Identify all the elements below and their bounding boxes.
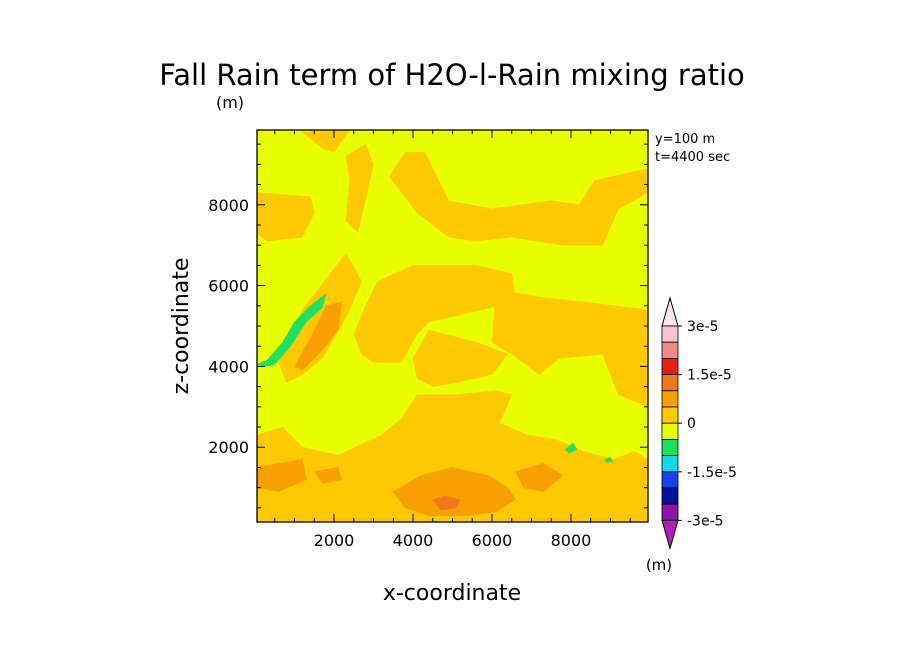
- colorbar-level: [661, 503, 679, 521]
- colorbar: 3e-5 1.5e-5 0 -1.5e-5 -3e-5: [661, 296, 737, 551]
- x-tick-label: 4000: [393, 531, 434, 550]
- contour-region-0: [257, 192, 315, 242]
- x-tick-label: 2000: [314, 531, 355, 550]
- y-tick-label: 2000: [208, 438, 249, 457]
- x-axis-label: x-coordinate: [383, 581, 521, 606]
- colorbar-tick-label: 0: [687, 416, 696, 432]
- colorbar-tick-label: -1.5e-5: [687, 465, 737, 481]
- contour-region-15: [257, 293, 327, 367]
- contour-region-14: [432, 495, 461, 511]
- contour-region-4: [353, 265, 516, 363]
- colorbar-level: [661, 422, 679, 440]
- colorbar-level: [661, 487, 679, 505]
- colorbar-level: [661, 438, 679, 456]
- colorbar-over-triangle: [661, 296, 679, 327]
- y-tick-label: 4000: [208, 357, 249, 376]
- plot-area: 2000 4000 6000 8000 2000 4000 6000 8000: [208, 129, 649, 550]
- contour-region-16: [564, 442, 578, 454]
- colorbar-level: [661, 471, 679, 489]
- y-tick-label: 6000: [208, 277, 249, 296]
- annotation-y: y=100 m: [655, 132, 715, 147]
- contour-region-3: [389, 151, 648, 246]
- colorbar-level: [661, 374, 679, 392]
- colorbar-level: [661, 406, 679, 424]
- colorbar-under-triangle: [661, 519, 679, 551]
- title-unit: (m): [216, 93, 244, 112]
- colorbar-level: [661, 455, 679, 473]
- chart-title: Fall Rain term of H2O-l-Rain mixing rati…: [159, 58, 745, 92]
- contour-region-13: [314, 467, 343, 484]
- y-tick-label: 8000: [208, 196, 249, 215]
- contour-region-17: [604, 457, 613, 463]
- contour-region-8: [257, 390, 648, 522]
- contour-region-12: [515, 463, 564, 492]
- colorbar-tick-label: 1.5e-5: [687, 368, 732, 384]
- contour-region-2: [345, 143, 374, 234]
- contour-region-6: [412, 329, 509, 387]
- contour-region-10: [257, 459, 307, 492]
- contour-region-9: [294, 301, 343, 371]
- colorbar-level: [661, 341, 679, 359]
- colorbar-level: [661, 325, 679, 343]
- colorbar-level: [661, 390, 679, 408]
- colorbar-level: [661, 357, 679, 375]
- x-tick-label: 6000: [472, 531, 513, 550]
- colorbar-unit: (m): [646, 556, 672, 574]
- y-axis-label: z-coordinate: [169, 258, 194, 395]
- annotation-t: t=4400 sec: [655, 150, 730, 165]
- contour-region-11: [393, 467, 516, 517]
- colorbar-tick-label: 3e-5: [687, 319, 718, 335]
- colorbar-tick-label: -3e-5: [687, 513, 724, 529]
- contour-region-5: [491, 289, 648, 408]
- x-tick-label: 8000: [551, 531, 592, 550]
